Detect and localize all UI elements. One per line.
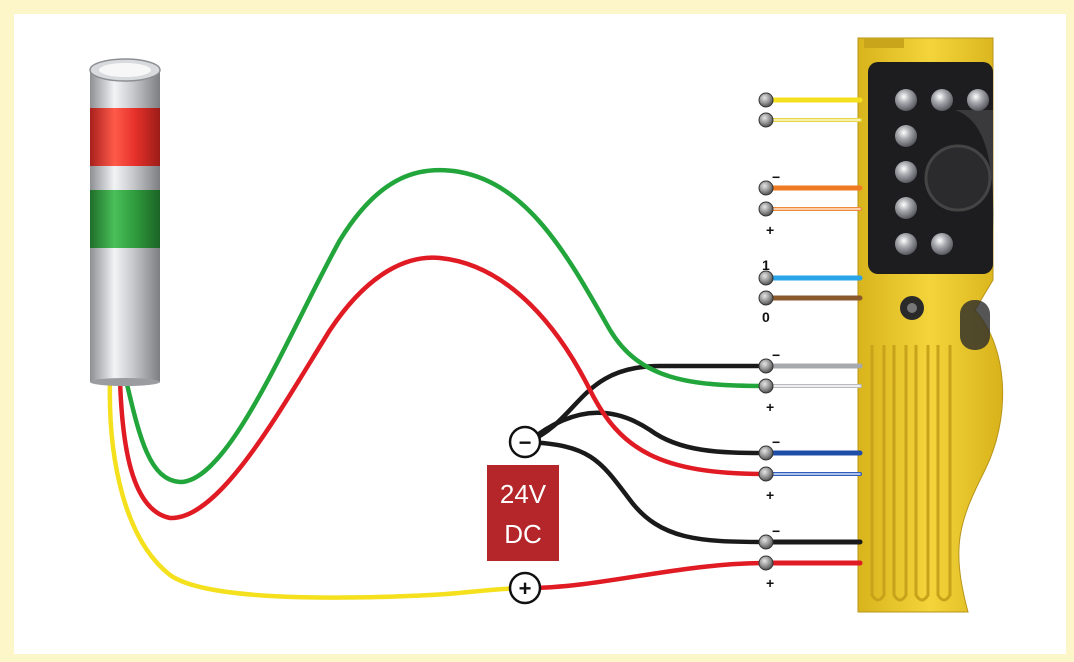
tower-base <box>90 378 160 386</box>
wire-yellow <box>107 377 531 600</box>
terminal-icon <box>758 92 774 108</box>
terminal-labels: − + 1 0 − + − + − + <box>762 169 780 591</box>
terminal-icon <box>758 466 774 482</box>
led-icon <box>895 89 917 111</box>
terminal-icon <box>758 201 774 217</box>
terminal-icon <box>758 270 774 286</box>
led-icon <box>895 161 917 183</box>
device-top-detail <box>864 38 904 48</box>
terminal-icon <box>758 445 774 461</box>
label-gray-bottom: + <box>766 399 774 415</box>
side-port <box>960 300 990 350</box>
wire-black-to-navy <box>525 410 769 456</box>
power-supply: 24V DC <box>487 465 559 561</box>
terminal-icon <box>758 534 774 550</box>
led-icon <box>895 233 917 255</box>
terminal-dots <box>758 92 774 571</box>
negative-terminal: − <box>508 425 542 459</box>
terminal-icon <box>758 180 774 196</box>
tower-green-light <box>90 190 160 248</box>
label-gray-top: − <box>772 347 780 363</box>
terminal-icon <box>758 112 774 128</box>
label-black-top: − <box>772 523 780 539</box>
led-icon <box>967 89 989 111</box>
psu-voltage: 24V <box>500 479 547 509</box>
safety-device <box>857 37 1004 613</box>
label-navy-bottom: + <box>766 487 774 503</box>
device-leads <box>763 97 863 566</box>
tower-cap-inner <box>99 63 151 77</box>
positive-symbol: + <box>519 576 532 601</box>
label-orange-top: − <box>772 169 780 185</box>
positive-terminal: + <box>508 571 542 605</box>
label-blue-top: 1 <box>762 257 770 273</box>
negative-symbol: − <box>519 430 532 455</box>
positive-terminal-icon <box>508 571 542 605</box>
led-icon <box>895 197 917 219</box>
lens-shadow <box>955 110 994 230</box>
wire-black-to-black <box>525 439 769 545</box>
led-icon <box>895 125 917 147</box>
screw-head <box>907 303 917 313</box>
psu-box <box>487 465 559 561</box>
field-wiring <box>107 167 769 600</box>
led-icon <box>931 89 953 111</box>
terminal-icon <box>758 290 774 306</box>
terminal-icon <box>758 378 774 394</box>
grip-ridges <box>870 345 952 602</box>
terminal-icon <box>758 555 774 571</box>
terminal-icon <box>758 358 774 374</box>
negative-terminal-icon <box>508 425 542 459</box>
wire-red-positive <box>525 560 769 591</box>
label-navy-top: − <box>772 434 780 450</box>
led-array <box>895 89 989 255</box>
label-red-bottom: + <box>766 575 774 591</box>
tower-red-light <box>90 108 160 166</box>
led-icon <box>931 233 953 255</box>
label-brown-bottom: 0 <box>762 309 770 325</box>
psu-type: DC <box>504 519 542 549</box>
signal-tower <box>89 58 161 386</box>
wire-green <box>123 167 769 485</box>
label-orange-bottom: + <box>766 222 774 238</box>
lens-icon <box>924 144 992 212</box>
wire-red <box>117 255 769 521</box>
